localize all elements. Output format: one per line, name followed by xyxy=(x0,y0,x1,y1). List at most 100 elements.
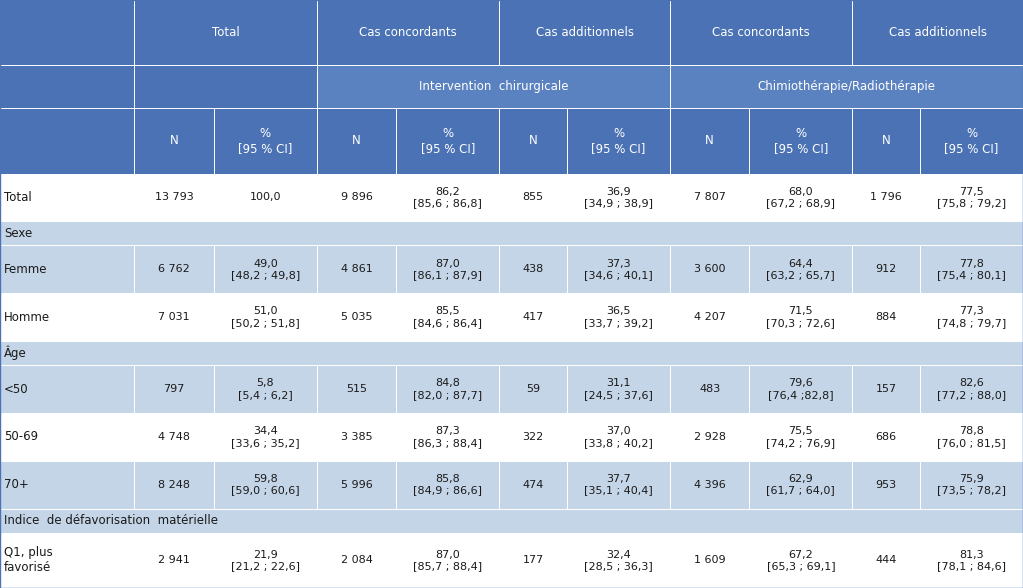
Bar xyxy=(499,0,670,65)
Text: 855: 855 xyxy=(523,192,543,202)
Text: Cas additionnels: Cas additionnels xyxy=(889,26,986,39)
Bar xyxy=(134,365,214,413)
Bar xyxy=(750,461,852,509)
Text: 417: 417 xyxy=(523,312,544,322)
Text: 87,3
[86,3 ; 88,4]: 87,3 [86,3 ; 88,4] xyxy=(413,426,482,447)
Text: 157: 157 xyxy=(876,384,897,394)
Text: %
[95 % CI]: % [95 % CI] xyxy=(238,127,293,155)
Text: Indice  de défavorisation  matérielle: Indice de défavorisation matérielle xyxy=(4,514,218,527)
Bar xyxy=(0,173,134,221)
Text: 87,0
[85,7 ; 88,4]: 87,0 [85,7 ; 88,4] xyxy=(413,550,482,571)
Bar xyxy=(134,461,214,509)
Bar xyxy=(750,108,852,173)
Bar xyxy=(396,413,499,461)
Bar xyxy=(750,245,852,293)
Text: 82,6
[77,2 ; 88,0]: 82,6 [77,2 ; 88,0] xyxy=(937,378,1006,400)
Bar xyxy=(567,293,670,341)
Bar xyxy=(567,533,670,588)
Bar xyxy=(499,533,567,588)
Text: 67,2
[65,3 ; 69,1]: 67,2 [65,3 ; 69,1] xyxy=(766,550,835,571)
Bar xyxy=(750,173,852,221)
Text: 6 762: 6 762 xyxy=(159,265,190,275)
Text: 37,3
[34,6 ; 40,1]: 37,3 [34,6 ; 40,1] xyxy=(584,259,653,280)
Bar xyxy=(134,0,317,65)
Bar xyxy=(920,365,1023,413)
Text: 59: 59 xyxy=(526,384,540,394)
Bar xyxy=(852,108,920,173)
Text: 34,4
[33,6 ; 35,2]: 34,4 [33,6 ; 35,2] xyxy=(231,426,300,447)
Bar xyxy=(567,365,670,413)
Bar xyxy=(396,173,499,221)
Bar xyxy=(499,365,567,413)
Text: 85,5
[84,6 ; 86,4]: 85,5 [84,6 ; 86,4] xyxy=(413,306,482,328)
Bar xyxy=(852,293,920,341)
Bar xyxy=(214,365,317,413)
Bar xyxy=(396,293,499,341)
Text: N: N xyxy=(705,134,714,148)
Text: 515: 515 xyxy=(346,384,367,394)
Bar xyxy=(750,413,852,461)
Bar xyxy=(852,461,920,509)
Text: 100,0: 100,0 xyxy=(250,192,281,202)
Text: 31,1
[24,5 ; 37,6]: 31,1 [24,5 ; 37,6] xyxy=(584,378,653,400)
Text: 77,8
[75,4 ; 80,1]: 77,8 [75,4 ; 80,1] xyxy=(937,259,1006,280)
Text: 77,5
[75,8 ; 79,2]: 77,5 [75,8 ; 79,2] xyxy=(937,186,1006,208)
Bar xyxy=(214,293,317,341)
Text: 13 793: 13 793 xyxy=(154,192,193,202)
Text: Femme: Femme xyxy=(4,263,48,276)
Bar xyxy=(134,108,214,173)
Bar xyxy=(317,365,396,413)
Text: 21,9
[21,2 ; 22,6]: 21,9 [21,2 ; 22,6] xyxy=(231,550,300,571)
Text: N: N xyxy=(529,134,537,148)
Bar xyxy=(134,65,317,108)
Text: 70+: 70+ xyxy=(4,478,29,491)
Text: 2 928: 2 928 xyxy=(694,432,725,442)
Text: 444: 444 xyxy=(876,555,897,565)
Text: %
[95 % CI]: % [95 % CI] xyxy=(944,127,998,155)
Text: 8 248: 8 248 xyxy=(159,480,190,490)
Bar xyxy=(670,108,750,173)
Bar xyxy=(0,461,134,509)
Bar xyxy=(317,108,396,173)
Text: 59,8
[59,0 ; 60,6]: 59,8 [59,0 ; 60,6] xyxy=(231,474,300,496)
Bar xyxy=(396,245,499,293)
Text: Cas additionnels: Cas additionnels xyxy=(536,26,633,39)
Bar xyxy=(670,293,750,341)
Text: <50: <50 xyxy=(4,383,29,396)
Text: 483: 483 xyxy=(699,384,720,394)
Bar xyxy=(214,413,317,461)
Bar xyxy=(567,413,670,461)
Bar xyxy=(670,413,750,461)
Text: 912: 912 xyxy=(876,265,897,275)
Text: %
[95 % CI]: % [95 % CI] xyxy=(420,127,475,155)
Bar xyxy=(134,293,214,341)
Text: 2 084: 2 084 xyxy=(341,555,372,565)
Text: 87,0
[86,1 ; 87,9]: 87,0 [86,1 ; 87,9] xyxy=(413,259,482,280)
Bar xyxy=(0,0,134,65)
Bar xyxy=(134,413,214,461)
Text: 77,3
[74,8 ; 79,7]: 77,3 [74,8 ; 79,7] xyxy=(937,306,1007,328)
Bar xyxy=(0,533,134,588)
Text: 322: 322 xyxy=(523,432,544,442)
Bar xyxy=(396,108,499,173)
Text: 5,8
[5,4 ; 6,2]: 5,8 [5,4 ; 6,2] xyxy=(238,378,293,400)
Bar xyxy=(0,413,134,461)
Text: N: N xyxy=(882,134,891,148)
Text: 78,8
[76,0 ; 81,5]: 78,8 [76,0 ; 81,5] xyxy=(937,426,1006,447)
Text: 3 385: 3 385 xyxy=(341,432,372,442)
Text: 81,3
[78,1 ; 84,6]: 81,3 [78,1 ; 84,6] xyxy=(937,550,1006,571)
Bar xyxy=(567,173,670,221)
Text: 177: 177 xyxy=(523,555,544,565)
Bar xyxy=(0,341,1023,365)
Bar xyxy=(0,293,134,341)
Text: 36,5
[33,7 ; 39,2]: 36,5 [33,7 ; 39,2] xyxy=(584,306,653,328)
Text: Intervention  chirurgicale: Intervention chirurgicale xyxy=(418,81,568,93)
Text: 686: 686 xyxy=(876,432,897,442)
Bar xyxy=(670,533,750,588)
Text: N: N xyxy=(170,134,179,148)
Text: 7 031: 7 031 xyxy=(159,312,190,322)
Text: 1 796: 1 796 xyxy=(871,192,902,202)
Bar xyxy=(214,461,317,509)
Bar xyxy=(499,108,567,173)
Text: 51,0
[50,2 ; 51,8]: 51,0 [50,2 ; 51,8] xyxy=(231,306,300,328)
